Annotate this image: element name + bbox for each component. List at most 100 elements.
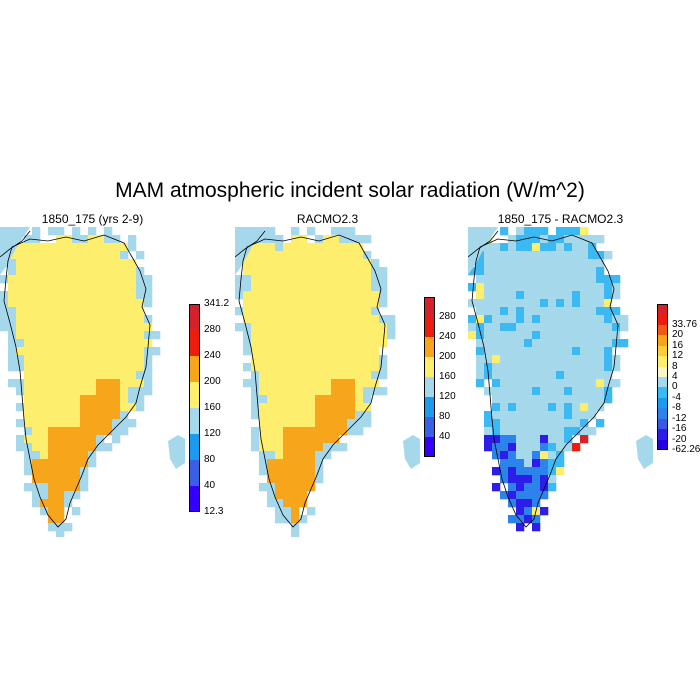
colorbar-tick-label: -20 (672, 433, 687, 445)
grid-cell (532, 483, 541, 492)
grid-cell (72, 427, 81, 436)
grid-cell (40, 507, 49, 516)
grid-cell (283, 331, 292, 340)
grid-cell (32, 419, 41, 428)
grid-cell (468, 283, 477, 292)
grid-cell (259, 227, 268, 236)
grid-cell (492, 275, 501, 284)
grid-cell (80, 451, 89, 460)
grid-cell (275, 267, 284, 276)
grid-cell (104, 315, 113, 324)
grid-cell (283, 355, 292, 364)
grid-cell (291, 227, 300, 236)
grid-cell (596, 315, 605, 324)
grid-cell (556, 283, 565, 292)
grid-cell (516, 443, 525, 452)
grid-cell (540, 395, 549, 404)
grid-cell (556, 363, 565, 372)
grid-cell (371, 347, 380, 356)
grid-cell (72, 395, 81, 404)
grid-cell (128, 347, 137, 356)
grid-cell (243, 291, 252, 300)
grid-cell (492, 339, 501, 348)
grid-cell (347, 299, 356, 308)
grid-cell (508, 299, 517, 308)
grid-cell (96, 363, 105, 372)
grid-cell (516, 523, 525, 532)
grid-cell (524, 275, 533, 284)
grid-cell (307, 355, 316, 364)
grid-cell (283, 483, 292, 492)
grid-cell (291, 291, 300, 300)
grid-cell (564, 323, 573, 332)
grid-cell (500, 347, 509, 356)
grid-cell (371, 387, 380, 396)
grid-cell (548, 443, 557, 452)
grid-cell (32, 251, 41, 260)
grid-cell (259, 299, 268, 308)
grid-cell (315, 459, 324, 468)
grid-cell (16, 323, 25, 332)
grid-cell (144, 379, 153, 388)
grid-cell (339, 267, 348, 276)
grid-cell (104, 403, 113, 412)
grid-cell (524, 355, 533, 364)
grid-cell (588, 267, 597, 276)
grid-cell (267, 251, 276, 260)
grid-cell (323, 307, 332, 316)
grid-cell (572, 307, 581, 316)
grid-cell (371, 259, 380, 268)
grid-cell (120, 251, 129, 260)
grid-cell (48, 427, 57, 436)
grid-cell (307, 227, 316, 236)
grid-cell (580, 259, 589, 268)
grid-cell (532, 475, 541, 484)
grid-cell (540, 355, 549, 364)
grid-cell (572, 251, 581, 260)
grid-cell (32, 387, 41, 396)
grid-cell (379, 315, 388, 324)
grid-cell (564, 371, 573, 380)
grid-cell (387, 315, 396, 324)
colorbar-tick-label: 280 (439, 311, 456, 322)
grid-cell (104, 331, 113, 340)
grid-cell (564, 427, 573, 436)
grid-cell (556, 235, 565, 244)
grid-cell (24, 307, 33, 316)
grid-cell (251, 427, 260, 436)
grid-cell (275, 499, 284, 508)
grid-cell (307, 427, 316, 436)
grid-cell (323, 427, 332, 436)
grid-cell (339, 339, 348, 348)
grid-cell (371, 307, 380, 316)
grid-cell (484, 267, 493, 276)
grid-cell (16, 331, 25, 340)
grid-cell (347, 235, 356, 244)
grid-cell (524, 443, 533, 452)
grid-cell (283, 403, 292, 412)
grid-cell (32, 459, 41, 468)
grid-cell (32, 427, 41, 436)
grid-cell (32, 331, 41, 340)
grid-cell (588, 251, 597, 260)
grid-cell (40, 491, 49, 500)
grid-cell (72, 507, 81, 516)
grid-cell (24, 275, 33, 284)
grid-cell (508, 467, 517, 476)
grid-cell (339, 315, 348, 324)
grid-cell (136, 299, 145, 308)
grid-cell (64, 451, 73, 460)
grid-cell (56, 467, 65, 476)
grid-cell (291, 451, 300, 460)
grid-cell (355, 427, 364, 436)
grid-cell (564, 267, 573, 276)
grid-cell (112, 435, 121, 444)
grid-cell (267, 371, 276, 380)
colorbar-tick-label: 160 (204, 402, 221, 413)
grid-cell (291, 507, 300, 516)
grid-cell (96, 403, 105, 412)
grid-cell (291, 403, 300, 412)
grid-cell (379, 355, 388, 364)
grid-cell (516, 243, 525, 252)
grid-cell (128, 363, 137, 372)
